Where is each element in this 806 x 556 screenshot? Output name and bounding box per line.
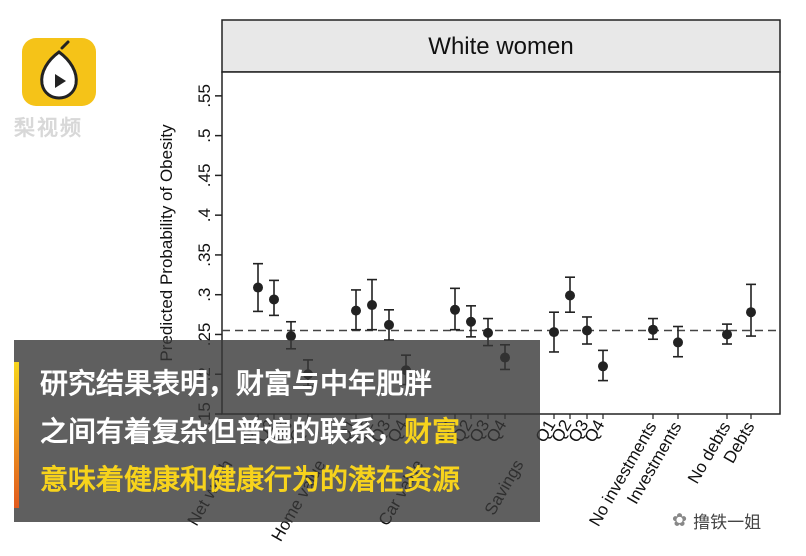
y-tick-label: .4 [195, 208, 214, 222]
data-point [450, 287, 460, 331]
point-marker [582, 325, 592, 336]
data-point [648, 317, 658, 341]
y-tick-label: .3 [195, 288, 214, 302]
data-point [722, 323, 732, 345]
pear-video-logo [22, 38, 96, 106]
data-point [549, 311, 559, 353]
point-marker [648, 324, 658, 335]
subtitle-accent-bar [14, 362, 19, 508]
subtitle-line-3: 意味着健康和健康行为的潜在资源 [40, 463, 461, 496]
point-marker [450, 304, 460, 315]
point-marker [367, 300, 377, 311]
point-marker [549, 327, 559, 338]
subtitle-overlay [14, 340, 540, 522]
subtitle-line-2-highlight: 财富 [404, 415, 461, 448]
point-marker [253, 282, 263, 293]
point-marker [286, 331, 296, 342]
panel-title-strip [221, 19, 781, 73]
logo-text: 梨视频 [14, 116, 83, 140]
data-point [253, 262, 263, 313]
data-point [269, 279, 279, 317]
point-marker [483, 327, 493, 338]
wechat-icon: ✿ [672, 510, 688, 531]
data-point [598, 349, 608, 382]
point-marker [598, 361, 608, 372]
data-point [565, 276, 575, 313]
y-axis-label: Predicted Probability of Obesity [157, 124, 176, 362]
point-marker [269, 294, 279, 305]
point-marker [673, 337, 683, 348]
watermark: ✿ 撸铁一姐 [672, 508, 761, 533]
point-marker [722, 329, 732, 340]
point-marker [746, 307, 756, 318]
data-point [351, 289, 361, 331]
subtitle-line-2: 之间有着复杂但普遍的联系，财富 [40, 410, 460, 450]
watermark-text: 撸铁一姐 [693, 513, 762, 533]
point-marker [565, 290, 575, 301]
point-marker [384, 319, 394, 330]
y-tick-label: .45 [195, 164, 214, 188]
chart-title: White women [428, 33, 573, 60]
y-tick-label: .5 [195, 129, 214, 143]
subtitle-line-2-a: 之间有着复杂但普遍的联系， [40, 415, 405, 448]
data-point [367, 278, 377, 331]
data-point [582, 316, 592, 345]
data-point [746, 283, 756, 337]
play-pear-icon [40, 40, 78, 100]
x-tick-label: Q4 [581, 417, 609, 446]
subtitle-line-1: 研究结果表明，财富与中年肥胖 [40, 367, 433, 400]
point-marker [466, 316, 476, 327]
y-tick-label: .55 [195, 84, 214, 108]
data-point [673, 325, 683, 358]
data-point [466, 305, 476, 338]
point-marker [351, 305, 361, 316]
y-tick-label: .35 [195, 243, 214, 267]
